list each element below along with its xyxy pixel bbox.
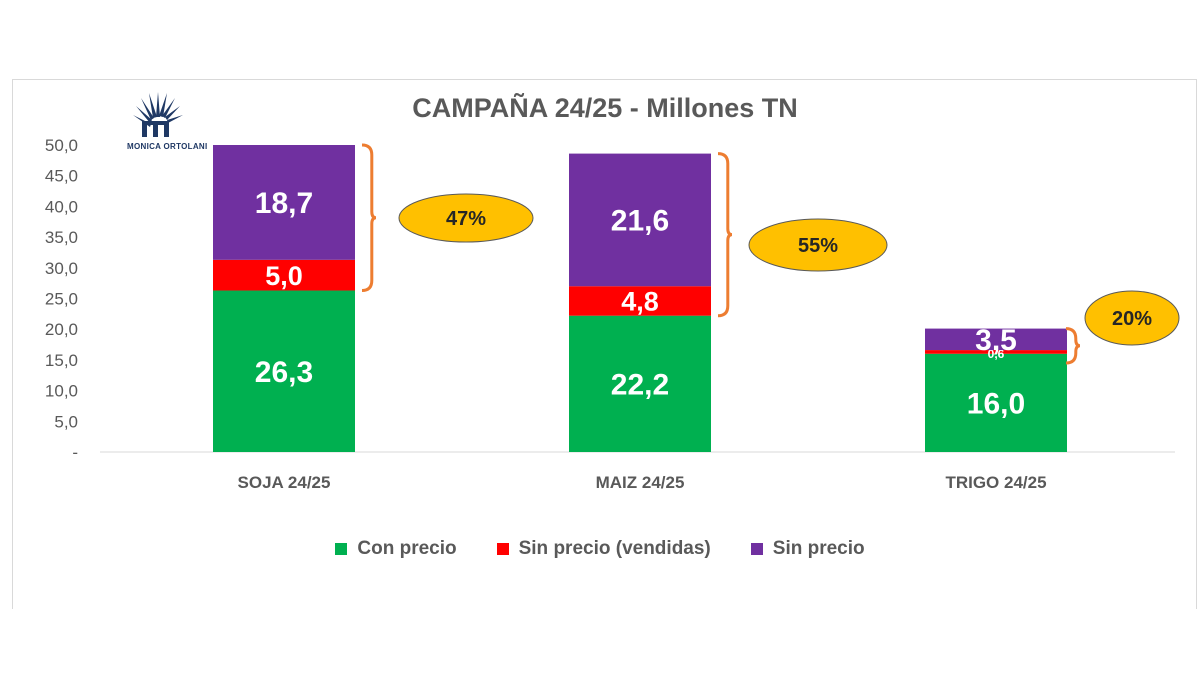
x-tick-label: SOJA 24/25 <box>238 473 331 492</box>
chart-title: CAMPAÑA 24/25 - Millones TN <box>412 93 798 123</box>
data-label: 16,0 <box>967 388 1025 421</box>
legend-label: Sin precio (vendidas) <box>518 538 711 559</box>
y-tick-label: 15,0 <box>45 351 78 370</box>
y-tick-label: - <box>72 443 78 462</box>
callout-percentage: 47% <box>446 208 486 230</box>
bar-segment <box>925 328 1067 351</box>
bar-segment <box>213 145 355 260</box>
x-tick-label: MAIZ 24/25 <box>596 473 685 492</box>
legend-label: Sin precio <box>772 538 865 559</box>
data-label: 4,8 <box>621 287 659 317</box>
bar-segment <box>925 353 1067 452</box>
legend-swatch-sin-precio <box>750 543 763 555</box>
bar-segment <box>569 153 711 287</box>
chart-frame <box>12 79 1197 609</box>
y-tick-label: 20,0 <box>45 320 78 339</box>
bar-segment <box>213 259 355 291</box>
data-label: 0,6 <box>988 347 1005 361</box>
callout-bracket <box>717 152 733 318</box>
callout-ellipse <box>398 193 534 243</box>
callout-bracket <box>361 143 377 293</box>
callout-percentage: 20% <box>1112 308 1152 330</box>
chart-legend: Con precio Sin precio (vendidas) Sin pre… <box>0 538 1200 560</box>
data-label: 3,5 <box>975 324 1017 357</box>
data-label: 21,6 <box>611 205 669 238</box>
monica-ortolani-logo-icon <box>133 92 183 137</box>
y-tick-label: 25,0 <box>45 290 78 309</box>
callout-ellipse <box>748 218 888 272</box>
y-tick-label: 40,0 <box>45 197 78 216</box>
bar-segment <box>569 315 711 452</box>
y-tick-label: 5,0 <box>54 412 78 431</box>
y-tick-label: 30,0 <box>45 259 78 278</box>
data-label: 18,7 <box>255 187 313 220</box>
callout-ellipse <box>1084 290 1180 346</box>
y-tick-label: 45,0 <box>45 167 78 186</box>
callout-percentage: 55% <box>798 235 838 257</box>
data-label: 26,3 <box>255 356 313 389</box>
data-label: 5,0 <box>265 261 303 291</box>
y-tick-label: 10,0 <box>45 382 78 401</box>
y-tick-label: 35,0 <box>45 228 78 247</box>
callout-bracket <box>1065 327 1081 365</box>
legend-item-sin-precio-vendidas: Sin precio (vendidas) <box>496 538 711 560</box>
bar-segment <box>925 350 1067 354</box>
bar-segment <box>569 286 711 316</box>
data-label: 22,2 <box>611 369 669 402</box>
bar-segment <box>213 290 355 452</box>
legend-swatch-sin-precio-vendidas <box>496 543 509 555</box>
legend-item-con-precio: Con precio <box>335 538 457 560</box>
x-tick-label: TRIGO 24/25 <box>945 473 1046 492</box>
legend-label: Con precio <box>357 538 457 559</box>
y-tick-label: 50,0 <box>45 136 78 155</box>
legend-item-sin-precio: Sin precio <box>750 538 865 560</box>
legend-swatch-con-precio <box>335 543 348 555</box>
logo-text: MONICA ORTOLANI <box>127 142 208 151</box>
